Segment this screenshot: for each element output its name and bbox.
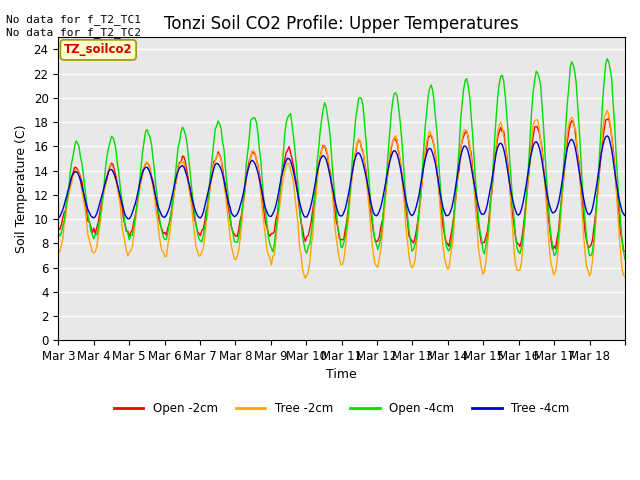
Open -2cm — [543, 195, 550, 201]
X-axis label: Time: Time — [326, 369, 357, 382]
Open -2cm — [621, 248, 629, 254]
Open -4cm — [92, 231, 99, 237]
Tree -4cm — [604, 133, 611, 139]
Tree -2cm — [54, 248, 62, 254]
Line: Open -4cm: Open -4cm — [58, 59, 625, 260]
Legend: Open -2cm, Tree -2cm, Open -4cm, Tree -4cm: Open -2cm, Tree -2cm, Open -4cm, Tree -4… — [109, 397, 574, 420]
Open -2cm — [54, 225, 62, 231]
Open -4cm — [346, 192, 354, 197]
Line: Tree -4cm: Tree -4cm — [58, 136, 625, 219]
Open -2cm — [458, 138, 466, 144]
Tree -4cm — [92, 214, 99, 219]
Tree -4cm — [544, 196, 552, 202]
Open -4cm — [458, 100, 466, 106]
Open -4cm — [74, 140, 81, 146]
Tree -2cm — [301, 275, 309, 281]
Open -2cm — [92, 231, 99, 237]
Open -4cm — [618, 237, 626, 243]
Tree -4cm — [348, 175, 355, 181]
Tree -4cm — [124, 216, 132, 222]
Text: TZ_soilco2: TZ_soilco2 — [64, 43, 132, 56]
Y-axis label: Soil Temperature (C): Soil Temperature (C) — [15, 124, 28, 253]
Open -2cm — [346, 193, 354, 199]
Open -4cm — [543, 176, 550, 182]
Tree -2cm — [92, 249, 99, 254]
Tree -4cm — [460, 144, 468, 149]
Open -2cm — [605, 115, 612, 121]
Tree -2cm — [460, 128, 468, 134]
Tree -2cm — [621, 274, 629, 280]
Line: Tree -2cm: Tree -2cm — [58, 110, 625, 278]
Open -2cm — [618, 237, 626, 242]
Tree -2cm — [620, 272, 627, 278]
Open -2cm — [74, 167, 81, 172]
Text: No data for f_T2_TC1
No data for f_T2_TC2: No data for f_T2_TC1 No data for f_T2_TC… — [6, 14, 141, 38]
Tree -4cm — [620, 211, 627, 217]
Open -4cm — [54, 229, 62, 235]
Tree -2cm — [544, 228, 552, 234]
Tree -2cm — [74, 168, 81, 173]
Tree -2cm — [348, 184, 355, 190]
Open -4cm — [621, 257, 629, 263]
Line: Open -2cm: Open -2cm — [58, 118, 625, 251]
Tree -4cm — [621, 213, 629, 218]
Tree -4cm — [54, 215, 62, 221]
Title: Tonzi Soil CO2 Profile: Upper Temperatures: Tonzi Soil CO2 Profile: Upper Temperatur… — [164, 15, 519, 33]
Tree -4cm — [74, 170, 81, 176]
Open -4cm — [604, 56, 611, 61]
Tree -2cm — [604, 108, 611, 113]
